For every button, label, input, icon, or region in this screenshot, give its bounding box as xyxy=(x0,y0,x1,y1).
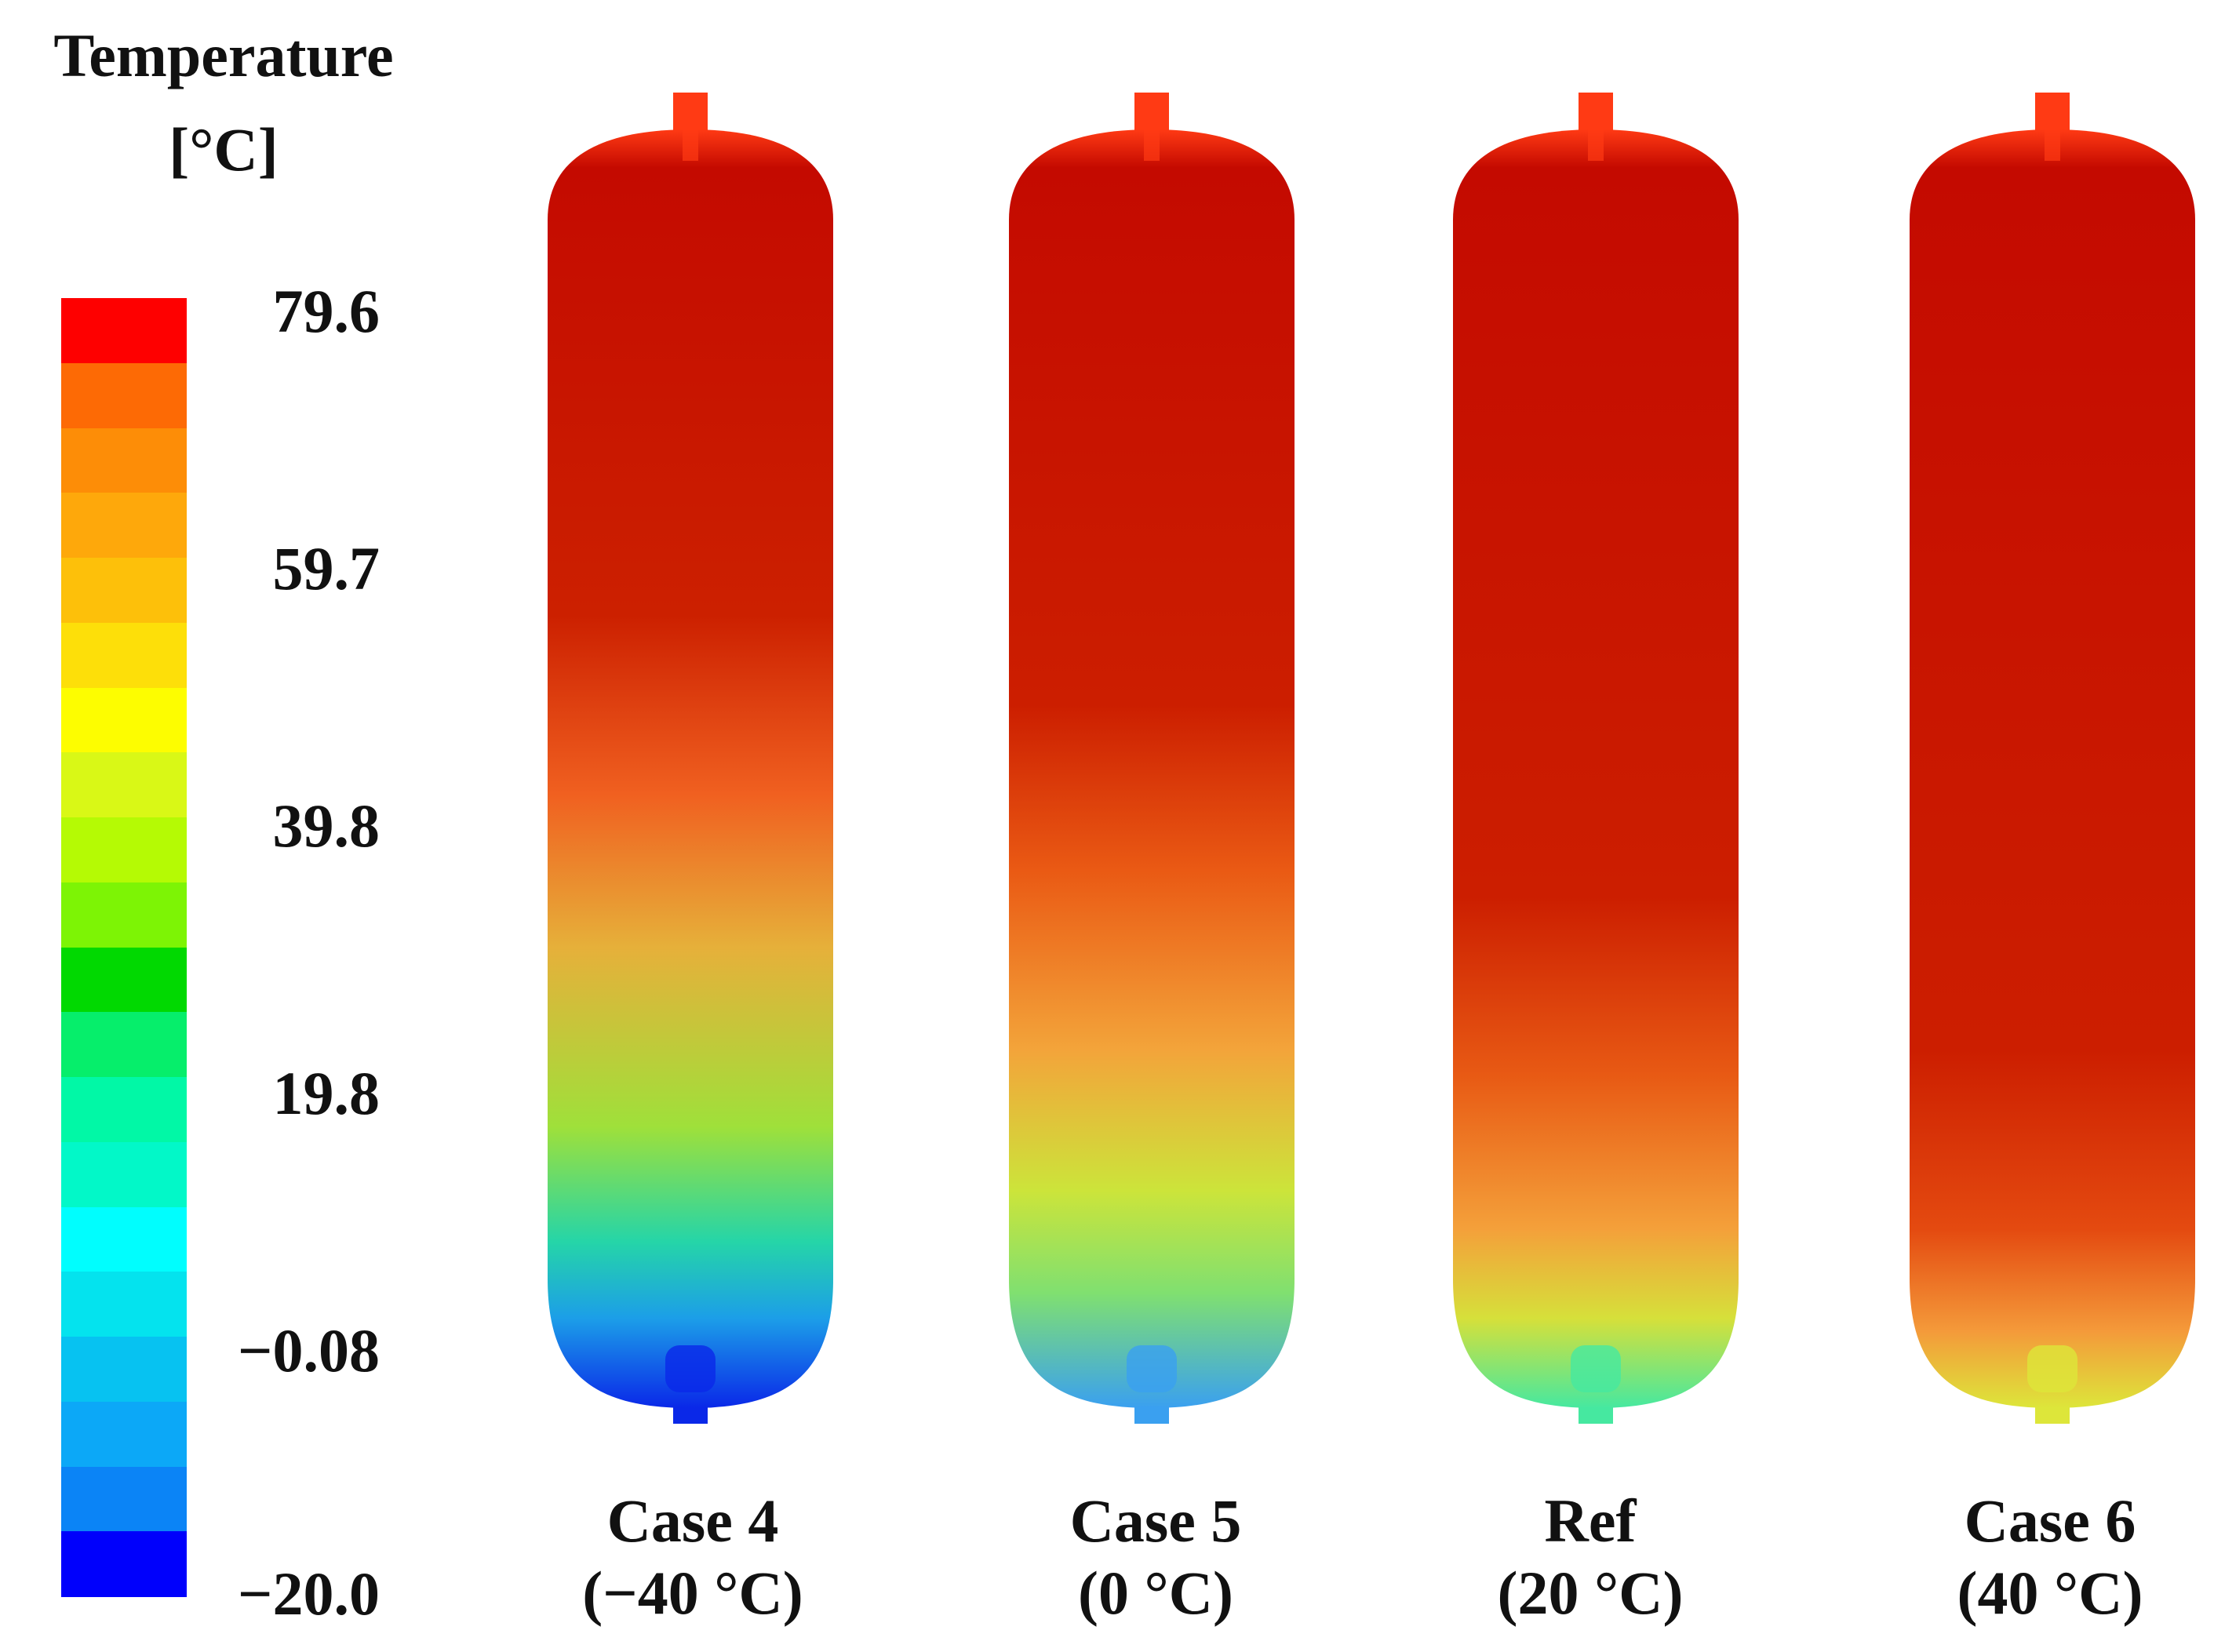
legend-tick-label: 39.8 xyxy=(272,791,381,860)
tank-ref xyxy=(1453,93,1739,1424)
color-band xyxy=(61,1401,187,1468)
legend-title: Temperature xyxy=(53,21,394,89)
color-band xyxy=(61,622,187,689)
tank-contour-plots xyxy=(548,93,2195,1424)
color-band xyxy=(61,558,187,624)
color-band xyxy=(61,428,187,494)
legend-tick-label: 19.8 xyxy=(272,1059,381,1127)
tank-body xyxy=(1453,129,1739,1408)
case-name: Ref xyxy=(1544,1486,1637,1555)
color-band xyxy=(61,1466,187,1533)
color-band xyxy=(61,882,187,948)
case-label-case-4: Case 4 (−40 °C) xyxy=(497,1485,889,1629)
legend-tick-label: 79.6 xyxy=(272,277,381,345)
tank-outlet-stem xyxy=(1571,1345,1621,1392)
tank-inlet-stem xyxy=(1144,129,1160,161)
case-name: Case 5 xyxy=(1069,1486,1242,1555)
color-band xyxy=(61,1141,187,1208)
tank-inlet-stem xyxy=(2045,129,2060,161)
color-band xyxy=(61,817,187,883)
legend-tick-label: −0.08 xyxy=(238,1316,380,1385)
tank-case-5 xyxy=(1009,93,1295,1424)
case-name: Case 4 xyxy=(606,1486,779,1555)
tank-outlet-stem xyxy=(665,1345,716,1392)
color-band xyxy=(61,1337,187,1403)
case-label-case-6: Case 6 (40 °C) xyxy=(1854,1485,2214,1629)
tank-body xyxy=(1910,129,2195,1408)
color-band xyxy=(61,1012,187,1078)
case-condition: (−40 °C) xyxy=(582,1559,803,1628)
color-band xyxy=(61,362,187,429)
tank-case-6 xyxy=(1910,93,2195,1424)
case-condition: (20 °C) xyxy=(1497,1559,1684,1628)
color-band xyxy=(61,752,187,818)
color-scale-bar xyxy=(61,298,187,1597)
color-band xyxy=(61,493,187,559)
legend-unit: [°C] xyxy=(169,115,279,184)
tank-body xyxy=(1009,129,1295,1408)
case-condition: (40 °C) xyxy=(1957,1559,2143,1628)
tank-outlet-stem xyxy=(1127,1345,1177,1392)
color-band xyxy=(61,1531,187,1597)
tank-body xyxy=(548,129,833,1408)
tank-case-4 xyxy=(548,93,833,1424)
color-band xyxy=(61,1206,187,1273)
legend-tick-label: 59.7 xyxy=(272,534,381,602)
color-band xyxy=(61,687,187,754)
color-band xyxy=(61,947,187,1013)
legend-tick-label: −20.0 xyxy=(238,1559,380,1628)
case-condition: (0 °C) xyxy=(1078,1559,1233,1628)
color-band xyxy=(61,1272,187,1337)
case-label-case-5: Case 5 (0 °C) xyxy=(960,1485,1352,1629)
tank-inlet-stem xyxy=(1588,129,1604,161)
color-band xyxy=(61,298,187,364)
case-label-ref: Ref (20 °C) xyxy=(1394,1485,1786,1629)
tank-outlet-stem xyxy=(2027,1345,2077,1392)
tank-inlet-stem xyxy=(683,129,698,161)
color-band xyxy=(61,1077,187,1143)
case-name: Case 6 xyxy=(1964,1486,2136,1555)
